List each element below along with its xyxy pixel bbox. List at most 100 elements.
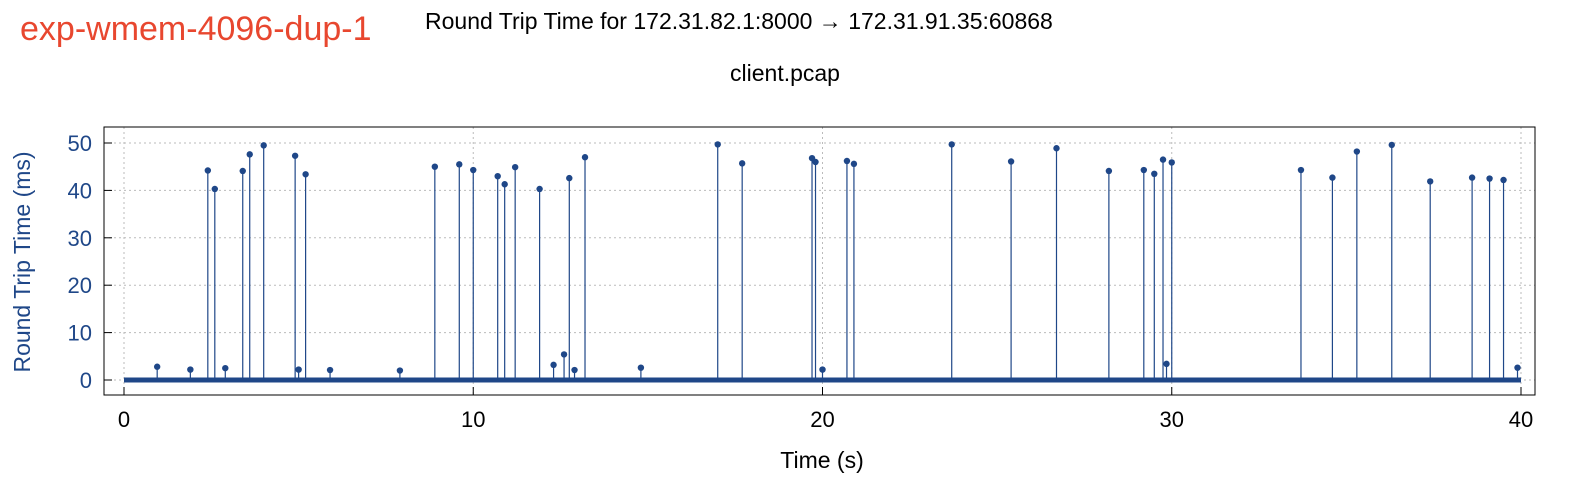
rtt-point	[1159, 156, 1167, 380]
rtt-point	[1151, 170, 1158, 380]
rtt-marker	[1163, 360, 1170, 368]
rtt-marker	[1426, 178, 1434, 185]
rtt-marker	[1500, 176, 1507, 184]
rtt-marker	[302, 171, 309, 178]
y-tick-label: 30	[68, 226, 92, 251]
rtt-point	[1007, 158, 1015, 380]
rtt-marker	[571, 366, 578, 374]
rtt-point	[571, 366, 578, 380]
rtt-marker	[1053, 145, 1060, 152]
x-axis-label: Time (s)	[780, 447, 863, 473]
rtt-point	[1053, 145, 1060, 380]
rtt-point	[560, 351, 568, 380]
rtt-point	[550, 361, 557, 380]
x-tick-label: 40	[1509, 407, 1533, 432]
rtt-point	[260, 142, 267, 380]
rtt-point	[153, 363, 161, 380]
rtt-point	[246, 151, 253, 380]
rtt-point	[222, 364, 229, 380]
y-tick-label: 20	[68, 273, 92, 298]
axes: 0 10 20 30 40 0 10 20 30 40 50	[68, 131, 1534, 432]
rtt-point	[637, 364, 645, 380]
rtt-marker	[396, 367, 404, 374]
rtt-point	[1163, 360, 1170, 380]
rtt-point	[808, 154, 816, 380]
rtt-marker	[1353, 148, 1361, 155]
rtt-point	[511, 163, 519, 380]
rtt-marker	[1329, 174, 1336, 181]
rtt-point	[291, 152, 299, 380]
rtt-marker	[819, 366, 826, 373]
rtt-point	[1426, 178, 1434, 380]
rtt-point	[501, 181, 508, 380]
rtt-marker	[511, 163, 519, 171]
y-tick-label: 40	[68, 178, 92, 203]
rtt-marker	[550, 361, 557, 369]
rtt-marker	[239, 167, 246, 175]
experiment-label: exp-wmem-4096-dup-1	[20, 10, 372, 48]
rtt-point	[1486, 175, 1493, 380]
y-tick-label: 0	[80, 368, 92, 393]
grid	[104, 127, 1535, 395]
rtt-point	[536, 185, 543, 380]
plot-frame	[103, 126, 1536, 396]
rtt-marker	[204, 167, 212, 174]
rtt-marker	[1140, 166, 1148, 174]
rtt-marker	[295, 366, 302, 373]
rtt-point	[1353, 148, 1361, 380]
rtt-marker	[187, 366, 194, 373]
rtt-point	[812, 158, 819, 380]
rtt-point	[187, 366, 194, 380]
rtt-marker	[948, 141, 955, 148]
rtt-point	[470, 166, 477, 380]
rtt-point	[326, 366, 334, 380]
rtt-marker	[222, 364, 229, 372]
rtt-marker	[560, 351, 568, 358]
rtt-point	[211, 185, 219, 380]
rtt-point	[566, 174, 573, 380]
rtt-point	[1468, 174, 1476, 380]
rtt-point	[302, 171, 309, 380]
rtt-marker	[456, 161, 463, 168]
rtt-marker	[581, 154, 589, 161]
rtt-marker	[470, 166, 477, 174]
rtt-marker	[566, 174, 573, 182]
x-tick-label: 30	[1160, 407, 1184, 432]
rtt-marker	[246, 151, 253, 158]
rtt-marker	[738, 160, 746, 167]
rtt-marker	[1468, 174, 1476, 181]
rtt-marker	[536, 185, 543, 193]
rtt-marker	[260, 142, 267, 149]
rtt-point	[494, 172, 501, 380]
rtt-point	[456, 161, 463, 380]
rtt-point	[1388, 141, 1395, 380]
rtt-point	[714, 141, 721, 380]
rtt-marker	[1007, 158, 1015, 165]
rtt-point	[1329, 174, 1336, 380]
rtt-marker	[501, 181, 508, 188]
rtt-point	[396, 367, 404, 380]
rtt-point	[738, 160, 746, 380]
rtt-marker	[153, 363, 161, 370]
y-tick-label: 10	[68, 321, 92, 346]
rtt-point	[581, 154, 589, 380]
rtt-marker	[326, 366, 334, 374]
rtt-marker	[1388, 141, 1395, 149]
chart-subtitle: client.pcap	[730, 60, 840, 86]
rtt-marker	[637, 364, 645, 371]
rtt-point	[239, 167, 246, 380]
rtt-point	[1297, 166, 1305, 380]
rtt-point	[948, 141, 955, 380]
rtt-point	[431, 163, 439, 380]
rtt-marker	[1159, 156, 1167, 163]
rtt-marker	[1486, 175, 1493, 182]
rtt-point	[1500, 176, 1507, 380]
rtt-point	[1168, 159, 1175, 380]
y-axis-label: Round Trip Time (ms)	[9, 151, 35, 372]
rtt-marker	[291, 152, 299, 159]
chart-title: Round Trip Time for 172.31.82.1:8000 → 1…	[425, 8, 1053, 34]
rtt-point	[204, 167, 212, 380]
rtt-marker	[494, 172, 501, 180]
rtt-marker	[843, 157, 851, 165]
y-tick-label: 50	[68, 131, 92, 156]
